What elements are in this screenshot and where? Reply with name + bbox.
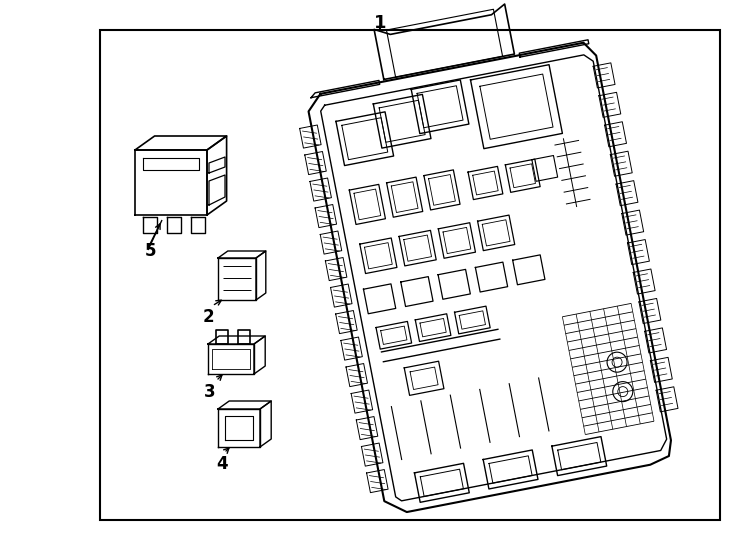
Text: 4: 4 [217, 455, 228, 473]
Text: 2: 2 [202, 308, 214, 326]
Text: 1: 1 [374, 14, 386, 32]
Bar [100, 30, 720, 520]
Text: 5: 5 [145, 242, 156, 260]
Text: 3: 3 [204, 383, 216, 401]
